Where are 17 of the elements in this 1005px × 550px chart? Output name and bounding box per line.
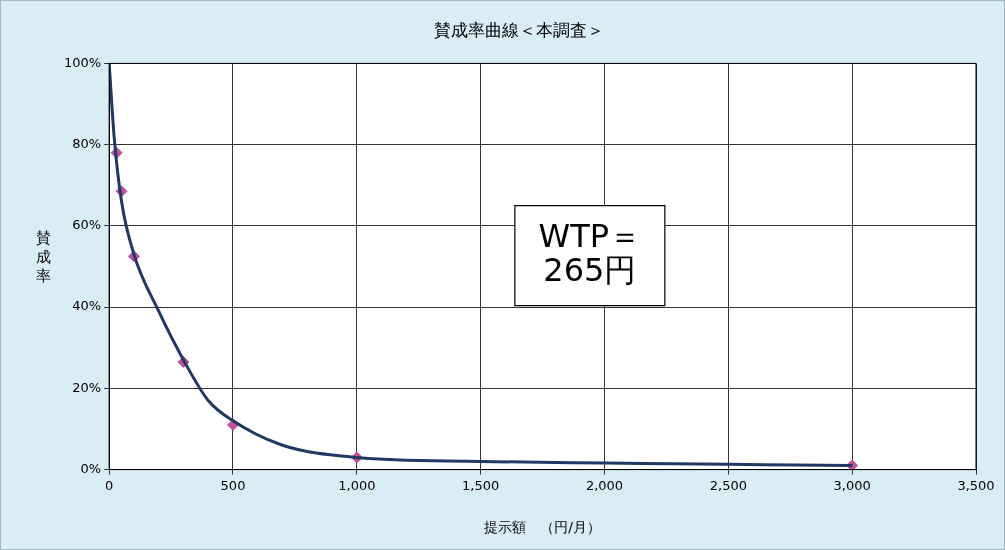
x-tick-label: 2,500	[709, 477, 747, 493]
x-tick-label: 1,000	[338, 477, 376, 493]
x-tick-label: 3,000	[833, 477, 871, 493]
y-tick-label: 0%	[80, 460, 102, 476]
y-tick-label: 80%	[72, 136, 102, 152]
chart-title: 賛成率曲線＜本調査＞	[433, 19, 604, 40]
x-tick-label: 3,500	[957, 477, 995, 493]
y-axis-title: 賛成率	[34, 229, 52, 286]
y-tick-label: 60%	[72, 217, 102, 233]
x-tick-label: 0	[105, 477, 114, 493]
x-tick-label: 500	[220, 477, 246, 493]
x-axis-title: 提示額 （円/月）	[484, 519, 601, 536]
x-tick-label: 1,500	[462, 477, 500, 493]
y-tick-label: 20%	[72, 379, 102, 395]
x-tick-label: 2,000	[585, 477, 624, 493]
y-tick-label: 40%	[72, 298, 102, 314]
y-tick-label: 100%	[63, 54, 102, 70]
